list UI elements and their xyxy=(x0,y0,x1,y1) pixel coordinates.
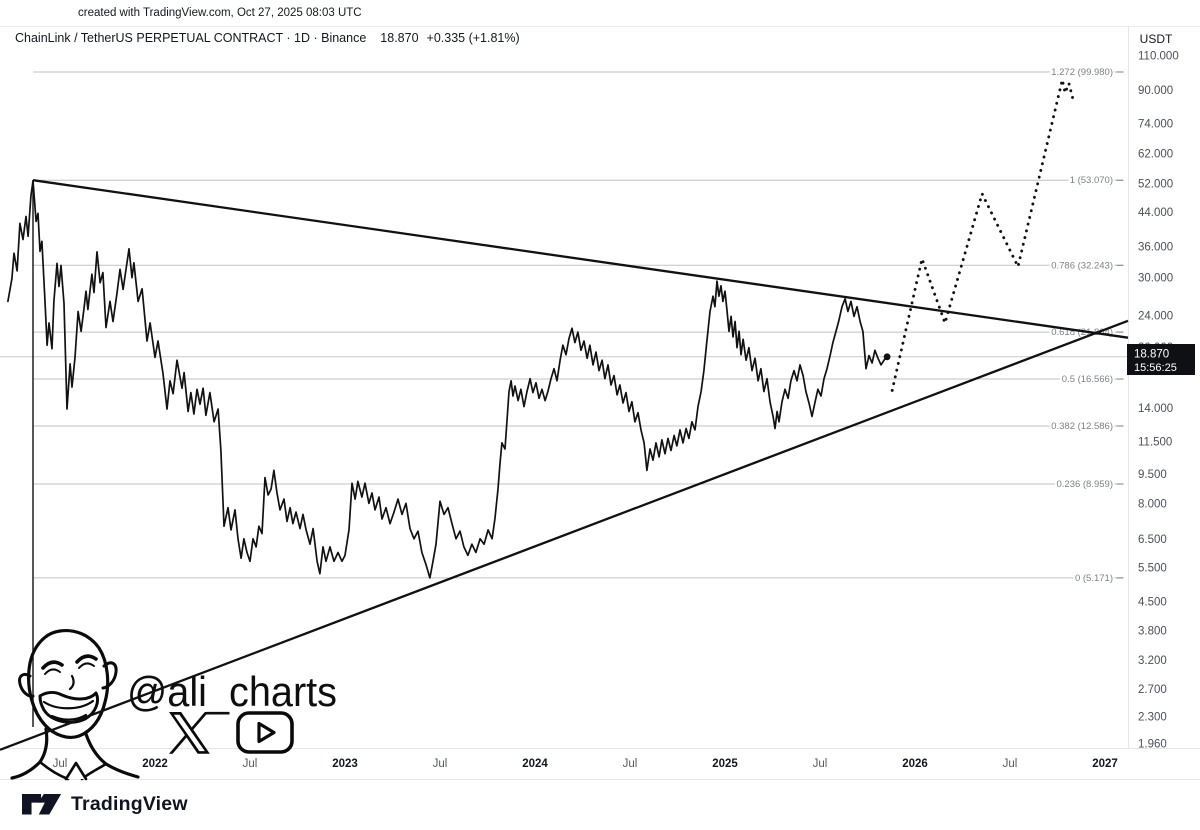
symbol-title: ChainLink / TetherUS PERPETUAL CONTRACT … xyxy=(15,31,367,45)
fib-level-label: 0.236 (8.959) xyxy=(1056,479,1113,490)
trendline-descending-resistance xyxy=(32,179,1129,339)
trendline-layer xyxy=(0,179,1129,751)
x-logo-icon xyxy=(169,712,210,754)
symbol-change: +0.335 (+1.81%) xyxy=(426,31,520,45)
avatar-nose xyxy=(68,674,75,691)
time-axis-label: 2023 xyxy=(332,758,358,770)
created-text: created with TradingView.com, Oct 27, 20… xyxy=(78,7,362,19)
footer: TradingView xyxy=(22,789,188,819)
created-bar: created with TradingView.com, Oct 27, 20… xyxy=(0,0,1200,27)
time-axis-label: 2024 xyxy=(522,758,548,770)
price-tick-label: 36.000 xyxy=(1138,242,1173,254)
tradingview-logo-icon xyxy=(22,794,62,815)
price-series-line xyxy=(7,179,888,579)
price-tick-label: 30.000 xyxy=(1138,273,1173,285)
price-tick-label: 44.000 xyxy=(1138,207,1173,219)
price-tick-label: 8.000 xyxy=(1138,498,1167,510)
price-tick-label: 3.200 xyxy=(1138,655,1167,667)
avatar-shoulder-left xyxy=(10,760,42,780)
time-axis-label: 2027 xyxy=(1092,758,1118,770)
time-axis-label: Jul xyxy=(53,758,68,770)
trendline-ascending-support xyxy=(0,319,1129,751)
fib-level-label: 1 (53.070) xyxy=(1070,175,1113,186)
time-axis-label: Jul xyxy=(243,758,258,770)
fib-level-label: 0.5 (16.566) xyxy=(1062,374,1113,385)
price-tick-label: 4.500 xyxy=(1138,597,1167,609)
avatar-right-eye xyxy=(75,654,98,664)
avatar-collar-v xyxy=(64,761,88,781)
symbol-bar: ChainLink / TetherUS PERPETUAL CONTRACT … xyxy=(15,28,520,48)
price-tick-label: 62.000 xyxy=(1138,149,1173,161)
avatar-left-eye xyxy=(41,660,64,670)
time-axis-label: 2026 xyxy=(902,758,928,770)
avatar-shoulder-right xyxy=(104,762,140,779)
symbol-last-price: 18.870 xyxy=(380,31,419,45)
avatar-left-eye-crease xyxy=(44,668,61,675)
time-axis-label: Jul xyxy=(433,758,448,770)
price-tick-label: 24.000 xyxy=(1138,311,1173,323)
avatar-left-ear xyxy=(18,672,35,698)
watermark: @ali_charts xyxy=(127,668,337,754)
avatar-right-ear xyxy=(101,661,118,690)
price-tick-label: 1.960 xyxy=(1138,739,1167,751)
time-axis-label: 2025 xyxy=(712,758,738,770)
price-tick-label: 3.800 xyxy=(1138,626,1167,638)
avatar-neck-right xyxy=(84,732,108,766)
projection-layer xyxy=(890,78,1075,392)
price-axis-currency-label: USDT xyxy=(1140,32,1173,46)
time-axis-label: Jul xyxy=(623,758,638,770)
price-badge-countdown: 15:56:25 xyxy=(1134,362,1177,374)
price-tick-label: 2.300 xyxy=(1138,711,1167,723)
price-tick-label: 11.500 xyxy=(1138,436,1172,448)
price-tick-label: 2.700 xyxy=(1138,684,1167,696)
price-tick-label: 6.500 xyxy=(1138,534,1167,546)
fib-level-label: 0.382 (12.586) xyxy=(1051,421,1113,432)
last-price-dot xyxy=(883,353,891,361)
fib-level-label: 0.786 (32.243) xyxy=(1051,260,1113,271)
price-tick-label: 90.000 xyxy=(1138,85,1173,97)
price-tick-label: 9.500 xyxy=(1138,469,1167,481)
price-tick-label: 5.500 xyxy=(1138,562,1167,574)
grid-layer xyxy=(0,27,1200,780)
price-tick-label: 74.000 xyxy=(1138,118,1173,130)
fib-level-label: 0 (5.171) xyxy=(1075,573,1113,584)
tradingview-logo-text: TradingView xyxy=(71,792,188,815)
axis-text-layer: 110.000 90.000 74.000 62.000 52.000 44.000 36.… xyxy=(53,51,1179,770)
fib-level-label: 1.272 (99.980) xyxy=(1051,67,1113,78)
price-badge: 18.870 15:56:25 xyxy=(1127,344,1195,375)
avatar-teeth-line xyxy=(42,699,95,710)
avatar-lower-lip xyxy=(50,713,88,721)
price-series-layer xyxy=(7,179,891,579)
youtube-icon xyxy=(236,711,294,754)
projection-dotted-path xyxy=(890,78,1075,392)
time-axis-label: Jul xyxy=(1003,758,1018,770)
price-tick-label: 14.000 xyxy=(1138,403,1173,415)
artist-avatar xyxy=(10,628,140,781)
price-tick-label: 52.000 xyxy=(1138,179,1173,191)
price-badge-bg xyxy=(1127,344,1195,375)
time-axis-label: 2022 xyxy=(142,758,168,770)
time-axis-label: Jul xyxy=(813,758,828,770)
price-badge-value: 18.870 xyxy=(1134,349,1169,361)
price-tick-label: 110.000 xyxy=(1138,51,1179,63)
watermark-handle: @ali_charts xyxy=(127,668,337,715)
avatar-right-eye-crease xyxy=(78,662,95,669)
